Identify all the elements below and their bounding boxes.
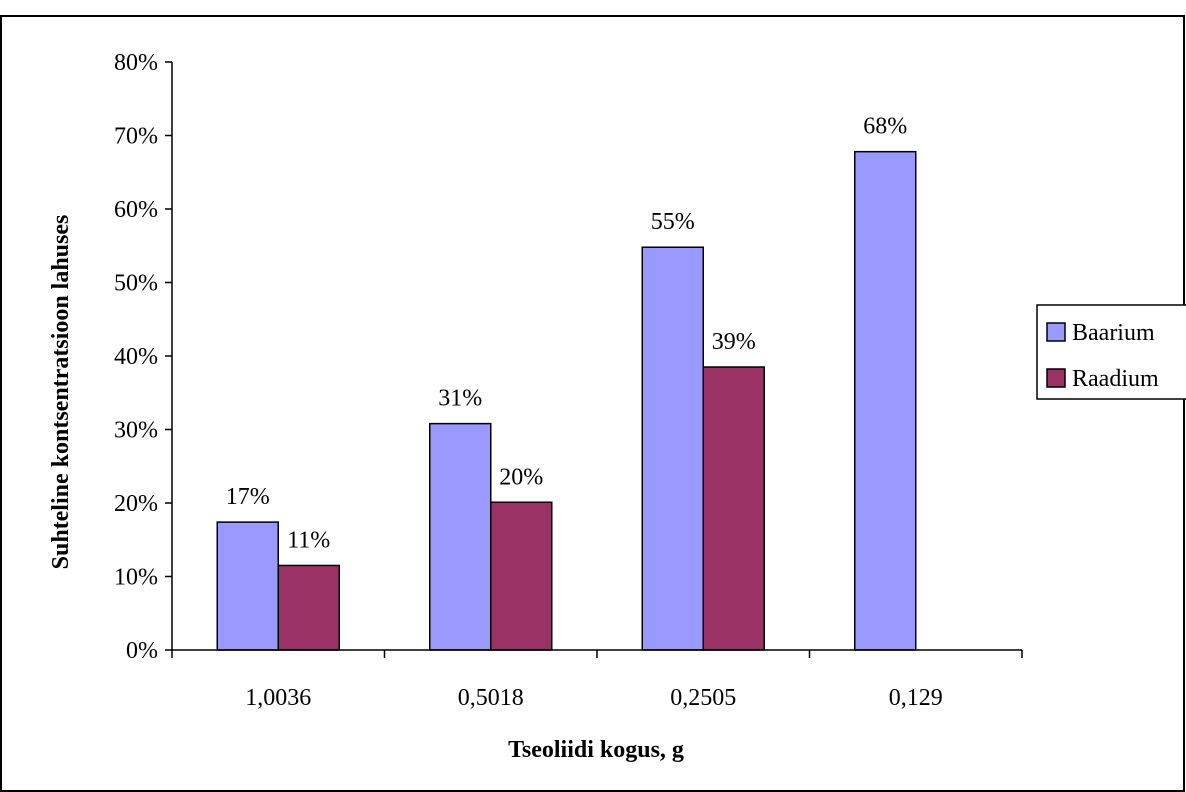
y-axis-ticks: 0% 10% 20% 30% 40% 50% 60% 70% 80% xyxy=(114,50,172,664)
legend: Baarium Raadium xyxy=(1036,304,1186,400)
bar-baarium xyxy=(216,521,279,651)
x-axis-title: Tseoliidi kogus, g xyxy=(508,737,684,763)
y-tick-label: 80% xyxy=(114,50,158,76)
data-labels: 17% 11% 31% 20% 55% 39% 68% xyxy=(226,114,908,554)
x-tick-label: 0,129 xyxy=(889,685,943,711)
y-tick-label: 40% xyxy=(114,344,158,370)
data-label-baarium: 31% xyxy=(438,386,482,412)
data-label-baarium: 55% xyxy=(651,209,695,235)
y-axis-title: Suhteline kontsentratsioon lahuses xyxy=(48,215,74,570)
bar-baarium xyxy=(641,246,704,651)
x-tick-label: 1,0036 xyxy=(245,685,311,711)
y-tick-label: 0% xyxy=(126,638,158,664)
y-tick-label: 10% xyxy=(114,565,158,591)
data-label-baarium: 17% xyxy=(226,484,270,510)
y-tick-label: 50% xyxy=(114,271,158,297)
data-label-raadium: 11% xyxy=(287,527,330,553)
y-tick-label: 60% xyxy=(114,197,158,223)
y-tick-label: 70% xyxy=(114,124,158,150)
legend-label-baarium: Baarium xyxy=(1072,320,1155,346)
bar-baarium xyxy=(854,150,917,651)
legend-label-raadium: Raadium xyxy=(1072,366,1159,392)
bar-raadium xyxy=(490,501,553,651)
data-label-raadium: 20% xyxy=(499,464,543,490)
legend-swatch-baarium xyxy=(1046,322,1066,342)
y-tick-label: 30% xyxy=(114,418,158,444)
data-label-raadium: 39% xyxy=(712,329,756,355)
bar-raadium xyxy=(277,564,340,651)
bar-raadium xyxy=(702,366,765,651)
y-tick-label: 20% xyxy=(114,491,158,517)
x-axis-ticks: 1,0036 0,5018 0,2505 0,129 xyxy=(171,650,1023,711)
data-label-baarium: 68% xyxy=(863,114,907,140)
legend-swatch-raadium xyxy=(1046,368,1066,388)
x-tick-label: 0,5018 xyxy=(458,685,524,711)
bar-baarium xyxy=(429,422,492,651)
chart-border xyxy=(0,15,1185,792)
x-tick-label: 0,2505 xyxy=(670,685,736,711)
